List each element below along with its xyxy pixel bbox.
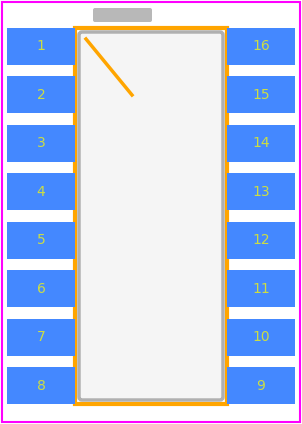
Bar <box>227 173 295 210</box>
Text: 12: 12 <box>252 233 270 247</box>
Bar <box>227 318 295 356</box>
Bar <box>227 367 295 404</box>
Text: 14: 14 <box>252 137 270 151</box>
Bar <box>7 173 75 210</box>
Text: 2: 2 <box>37 88 45 102</box>
Bar <box>227 28 295 65</box>
Text: 16: 16 <box>252 39 270 53</box>
Text: 9: 9 <box>257 379 265 393</box>
Bar <box>7 367 75 404</box>
Bar <box>227 270 295 307</box>
Bar <box>7 76 75 114</box>
FancyBboxPatch shape <box>79 32 223 400</box>
Bar <box>227 222 295 259</box>
Text: 15: 15 <box>252 88 270 102</box>
Bar <box>7 318 75 356</box>
Bar <box>75 28 227 404</box>
Text: 10: 10 <box>252 330 270 344</box>
Bar <box>7 270 75 307</box>
Text: 8: 8 <box>37 379 45 393</box>
Bar <box>7 222 75 259</box>
Bar <box>7 125 75 162</box>
Bar <box>227 125 295 162</box>
Text: 1: 1 <box>37 39 45 53</box>
Text: 11: 11 <box>252 282 270 296</box>
Text: 6: 6 <box>37 282 45 296</box>
FancyBboxPatch shape <box>93 8 152 22</box>
Text: 3: 3 <box>37 137 45 151</box>
Text: 7: 7 <box>37 330 45 344</box>
Text: 4: 4 <box>37 185 45 199</box>
Text: 5: 5 <box>37 233 45 247</box>
Bar <box>227 76 295 114</box>
Bar <box>7 28 75 65</box>
Text: 13: 13 <box>252 185 270 199</box>
